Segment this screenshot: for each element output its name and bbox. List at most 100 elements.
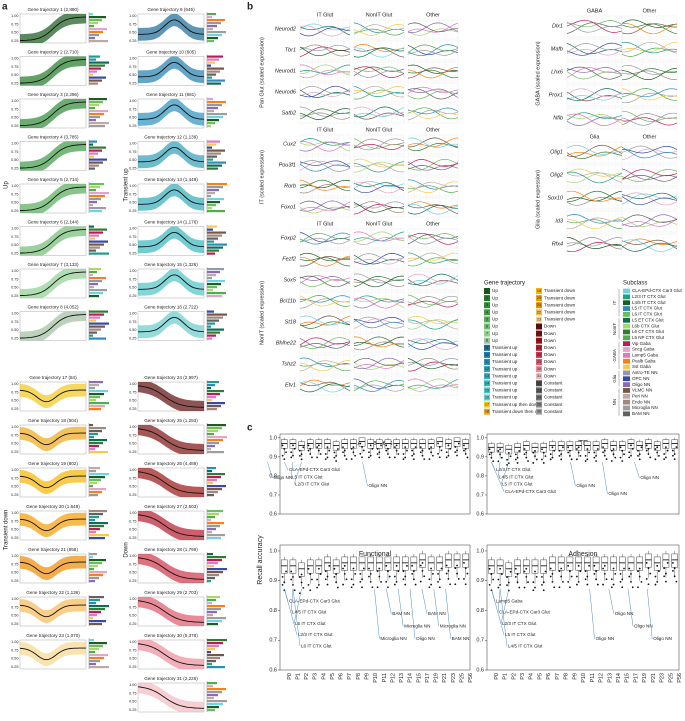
outlier-dot xyxy=(658,570,660,573)
composition-bar xyxy=(89,192,109,195)
expression-trace xyxy=(621,113,678,126)
expression-trace xyxy=(407,252,459,264)
legend-label: Lamp5 Gaba xyxy=(632,353,659,358)
outlier-dot xyxy=(628,567,631,570)
box xyxy=(653,556,661,571)
box xyxy=(514,559,521,574)
outlier-dot xyxy=(385,564,388,567)
box xyxy=(514,443,521,453)
outlier-dot xyxy=(488,453,491,456)
composition-bar xyxy=(89,246,100,249)
column-header: IT Glut xyxy=(317,221,334,227)
outlier-dot xyxy=(298,576,301,579)
legend-title: Gene trajectory xyxy=(484,281,525,287)
annotation: Oligo NN xyxy=(274,475,293,480)
legend-label: Peri NN xyxy=(632,393,648,398)
composition-bar xyxy=(207,328,224,331)
outlier-dot xyxy=(454,583,457,586)
composition-bar xyxy=(207,313,227,316)
y-tick-label: 1.00 xyxy=(11,14,18,18)
trajectory-title: Gene trajectory 19 (802) xyxy=(28,461,78,466)
y-tick-label: 0.75 xyxy=(11,107,18,111)
annotation-leader xyxy=(602,461,608,495)
composition-bar xyxy=(207,161,226,164)
composition-bar xyxy=(207,602,212,605)
composition-bar xyxy=(207,387,211,390)
composition-bar xyxy=(207,528,216,531)
y-tick-label: 1.00 xyxy=(11,57,18,61)
composition-bar xyxy=(89,186,100,189)
trajectory-mean xyxy=(137,643,204,666)
y-tick-label: 0.25 xyxy=(129,493,136,497)
expression-trace xyxy=(299,381,351,393)
outlier-dot xyxy=(516,462,519,464)
composition-bar xyxy=(89,183,104,186)
expression-trace xyxy=(353,184,405,194)
legend-swatch xyxy=(623,388,630,393)
expression-trace xyxy=(299,315,351,326)
outlier-dot xyxy=(456,572,458,575)
composition-bar xyxy=(207,657,220,660)
outlier-dot xyxy=(658,455,660,457)
annotation-leader xyxy=(647,588,653,639)
legend-label: Up xyxy=(492,302,498,307)
composition-bar xyxy=(207,167,218,170)
x-tick-label: P13 xyxy=(399,673,405,683)
y-tick-label: 1.00 xyxy=(129,425,136,429)
legend-label: Sncg Gaba xyxy=(632,347,655,352)
composition-bar xyxy=(207,210,225,213)
composition-bar xyxy=(207,654,224,657)
composition-bar xyxy=(89,448,95,451)
y-tick-label: 0.75 xyxy=(129,476,136,480)
outlier-dot xyxy=(412,578,415,581)
composition-bar xyxy=(89,79,102,82)
expression-trace xyxy=(353,47,405,58)
outlier-dot xyxy=(411,564,414,567)
legend-label: Constant xyxy=(544,395,563,400)
outlier-dot xyxy=(619,446,622,449)
outlier-dot xyxy=(354,454,357,457)
expression-trace xyxy=(621,239,678,250)
outlier-dot xyxy=(541,458,543,461)
legend-label: Transient up xyxy=(492,359,518,364)
composition-bar xyxy=(207,40,214,43)
outlier-dot xyxy=(619,572,622,575)
expression-trace xyxy=(621,192,678,200)
composition-bar xyxy=(89,623,102,626)
y-tick-label: 0.50 xyxy=(129,442,136,446)
composition-bar xyxy=(89,384,99,387)
expression-trace xyxy=(353,138,405,148)
outlier-dot xyxy=(283,458,286,461)
expression-trace xyxy=(566,171,623,184)
outlier-dot xyxy=(290,578,293,581)
outlier-dot xyxy=(404,583,407,586)
outlier-dot xyxy=(534,586,536,589)
annotation: Oligo NN xyxy=(634,623,653,628)
composition-bar xyxy=(207,642,223,645)
y-tick-label: 0.25 xyxy=(11,622,18,626)
legend-swatch xyxy=(484,309,490,316)
outlier-dot xyxy=(317,567,320,570)
expression-trace xyxy=(566,21,623,33)
annotation: Oligo NN xyxy=(416,636,435,641)
outlier-dot xyxy=(497,450,500,452)
box xyxy=(645,439,652,449)
gene-label: Cux2 xyxy=(283,141,296,147)
composition-bar xyxy=(207,25,217,28)
box xyxy=(462,439,469,449)
y-tick-label: 0.8 xyxy=(269,473,277,479)
outlier-dot xyxy=(523,448,526,450)
outlier-dot xyxy=(292,444,294,447)
box xyxy=(662,553,670,568)
trajectory-mean xyxy=(137,385,204,408)
composition-bar xyxy=(89,510,107,513)
trajectory-mean xyxy=(137,514,204,537)
outlier-dot xyxy=(361,446,363,448)
outlier-dot xyxy=(623,453,625,456)
outlier-dot xyxy=(293,589,296,592)
outlier-dot xyxy=(532,451,535,454)
legend-label: Transient down then up xyxy=(492,409,540,414)
trajectory-band xyxy=(20,426,86,452)
composition-bar xyxy=(207,614,213,617)
x-tick-label: P23 xyxy=(451,673,457,683)
